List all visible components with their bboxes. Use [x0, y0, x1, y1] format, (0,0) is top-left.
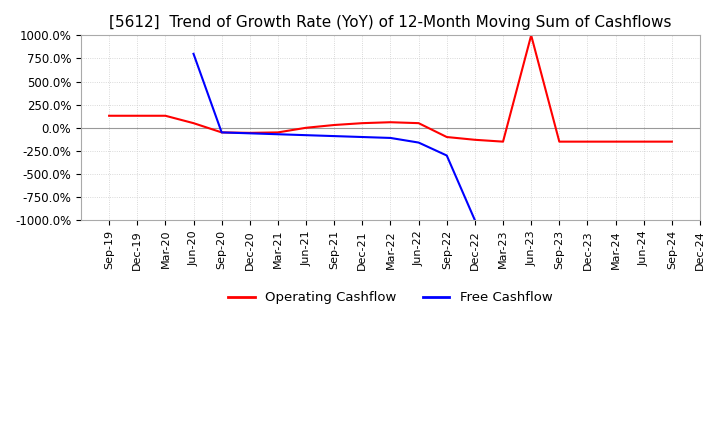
Operating Cashflow	[330, 122, 338, 128]
Operating Cashflow	[274, 130, 282, 135]
Operating Cashflow	[499, 139, 508, 144]
Free Cashflow	[386, 136, 395, 141]
Operating Cashflow	[667, 139, 676, 144]
Operating Cashflow	[555, 139, 564, 144]
Free Cashflow	[414, 140, 423, 145]
Free Cashflow	[246, 131, 254, 136]
Operating Cashflow	[302, 125, 310, 130]
Operating Cashflow	[639, 139, 648, 144]
Free Cashflow	[358, 134, 366, 139]
Title: [5612]  Trend of Growth Rate (YoY) of 12-Month Moving Sum of Cashflows: [5612] Trend of Growth Rate (YoY) of 12-…	[109, 15, 672, 30]
Operating Cashflow	[583, 139, 592, 144]
Operating Cashflow	[161, 113, 170, 118]
Line: Operating Cashflow: Operating Cashflow	[109, 35, 672, 142]
Free Cashflow	[302, 132, 310, 138]
Operating Cashflow	[414, 121, 423, 126]
Free Cashflow	[471, 218, 480, 223]
Legend: Operating Cashflow, Free Cashflow: Operating Cashflow, Free Cashflow	[223, 286, 558, 310]
Operating Cashflow	[386, 120, 395, 125]
Operating Cashflow	[133, 113, 142, 118]
Operating Cashflow	[217, 130, 226, 135]
Operating Cashflow	[189, 121, 198, 126]
Operating Cashflow	[105, 113, 114, 118]
Free Cashflow	[443, 153, 451, 158]
Free Cashflow	[330, 133, 338, 139]
Operating Cashflow	[246, 130, 254, 136]
Operating Cashflow	[527, 33, 536, 38]
Operating Cashflow	[358, 121, 366, 126]
Operating Cashflow	[611, 139, 620, 144]
Free Cashflow	[274, 132, 282, 137]
Free Cashflow	[217, 130, 226, 135]
Operating Cashflow	[443, 134, 451, 139]
Operating Cashflow	[471, 137, 480, 143]
Line: Free Cashflow: Free Cashflow	[194, 54, 475, 220]
Free Cashflow	[189, 51, 198, 56]
